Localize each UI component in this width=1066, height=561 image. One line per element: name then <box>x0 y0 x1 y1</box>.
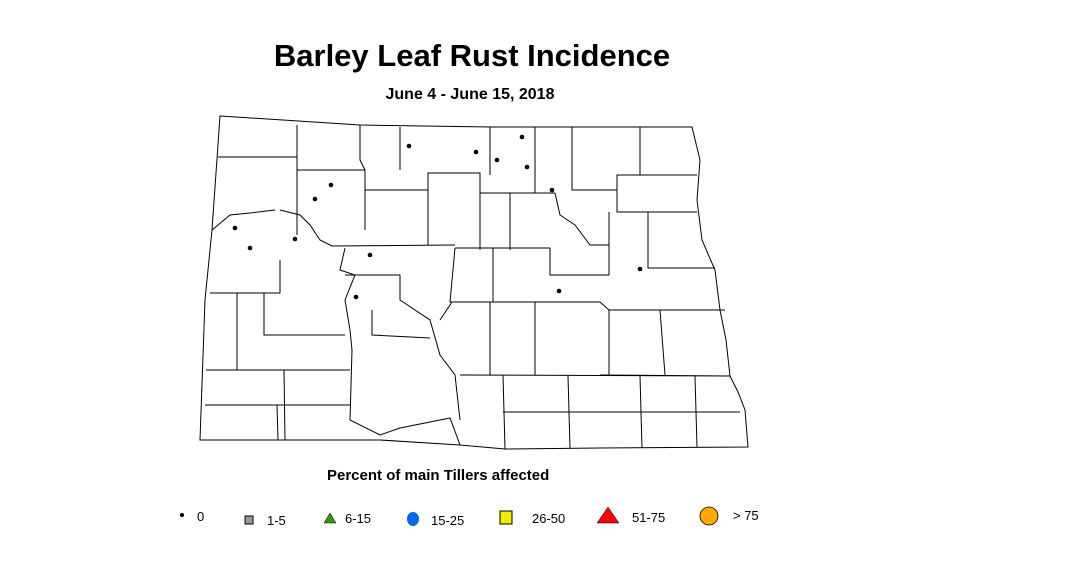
observation-point <box>556 288 562 294</box>
legend-symbols <box>180 506 719 526</box>
legend-title: Percent of main Tillers affected <box>327 467 550 484</box>
observation-point <box>328 182 334 188</box>
legend-circle-15-25 <box>407 512 419 526</box>
map-title: Barley Leaf Rust Incidence <box>273 38 671 73</box>
legend-square-1-5 <box>244 515 254 525</box>
legend-label: 51-75 <box>632 510 666 525</box>
map-subtitle: June 4 - June 15, 2018 <box>385 86 555 103</box>
county-boundaries <box>199 115 749 450</box>
legend-square-26-50 <box>499 510 513 525</box>
state-outline <box>199 115 749 450</box>
legend-dot-0 <box>180 513 184 517</box>
observation-point <box>367 252 373 258</box>
observation-point <box>247 245 253 251</box>
observation-point <box>494 157 500 163</box>
observation-point <box>473 149 479 155</box>
legend-triangle-6-15 <box>323 512 337 524</box>
legend-triangle-51-75 <box>596 506 620 524</box>
observation-point <box>353 294 359 300</box>
observation-point <box>312 196 318 202</box>
observation-point <box>292 236 298 242</box>
legend-label: > 75 <box>733 508 759 523</box>
observation-point <box>524 164 530 170</box>
observation-point <box>549 187 555 193</box>
observation-points <box>232 134 643 300</box>
legend-label: 15-25 <box>431 513 465 528</box>
legend-label: 1-5 <box>267 513 286 528</box>
observation-point <box>232 225 238 231</box>
legend-circle-over-75 <box>699 506 719 526</box>
observation-point <box>519 134 525 140</box>
legend-label: 0 <box>197 509 205 524</box>
observation-point <box>406 143 412 149</box>
observation-point <box>637 266 643 272</box>
legend-label: 6-15 <box>345 511 372 526</box>
legend-label: 26-50 <box>532 511 566 526</box>
